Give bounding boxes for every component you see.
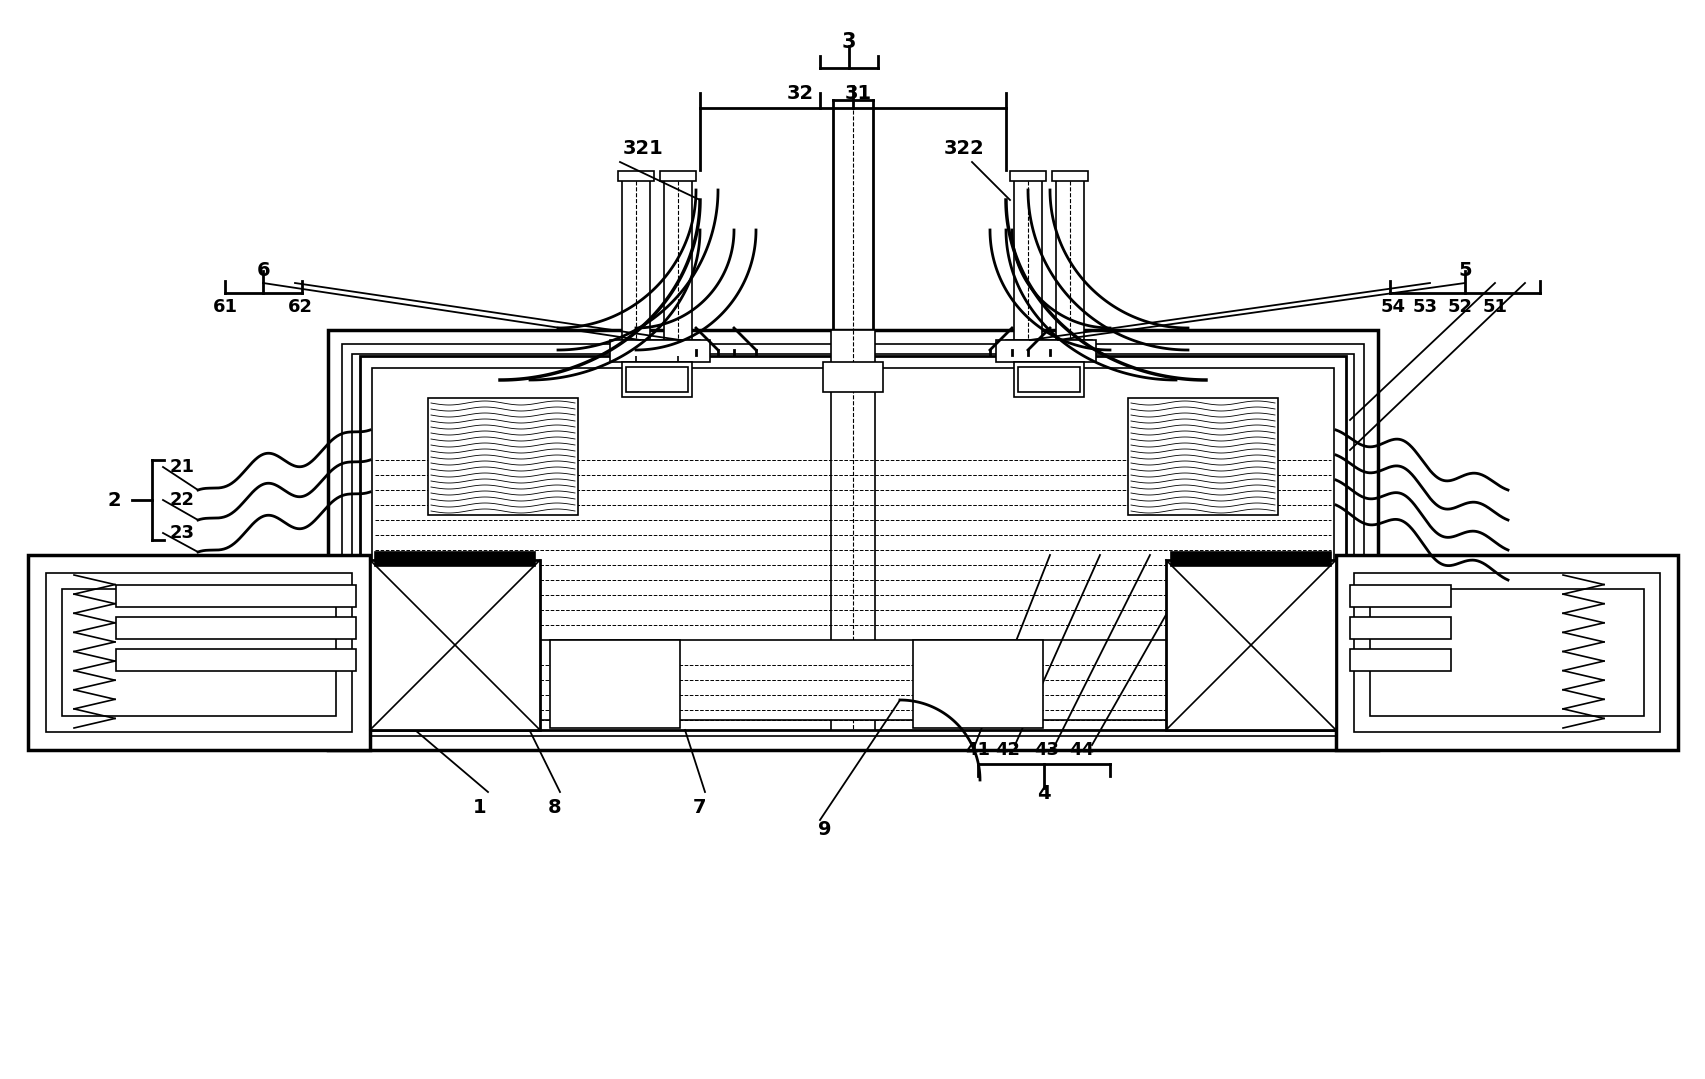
Bar [1013, 361, 1083, 397]
Text: 8: 8 [547, 798, 561, 818]
Text: 42: 42 [996, 741, 1020, 759]
Text: 4: 4 [1037, 784, 1050, 804]
Bar [116, 585, 356, 607]
Bar [116, 617, 356, 639]
Bar [1335, 555, 1678, 750]
Text: 62: 62 [288, 298, 312, 316]
Text: 22: 22 [170, 491, 194, 509]
Text: 41: 41 [965, 741, 991, 759]
Bar [370, 640, 1335, 720]
Bar [1369, 589, 1644, 716]
Text: 61: 61 [213, 298, 237, 316]
Text: 321: 321 [622, 138, 663, 158]
Bar [1006, 340, 1091, 358]
Bar [1013, 175, 1042, 356]
Text: 5: 5 [1458, 260, 1471, 279]
Bar [1018, 367, 1079, 392]
Bar [1052, 170, 1088, 181]
Bar [822, 361, 883, 392]
Bar [1349, 648, 1451, 671]
Bar [912, 640, 1042, 728]
Bar [46, 573, 351, 732]
Text: 1: 1 [472, 798, 486, 818]
Text: 44: 44 [1069, 741, 1095, 759]
Bar [830, 330, 875, 730]
Bar [1349, 617, 1451, 639]
Text: 32: 32 [786, 83, 813, 103]
Text: 53: 53 [1412, 298, 1437, 316]
Text: 3: 3 [841, 32, 856, 52]
Bar [1127, 398, 1277, 515]
Text: 31: 31 [844, 83, 871, 103]
Bar [1055, 175, 1083, 356]
Bar [996, 340, 1095, 361]
Bar [626, 367, 687, 392]
Bar [375, 552, 535, 566]
Bar [614, 340, 699, 358]
Bar [370, 560, 540, 730]
Bar [1170, 552, 1330, 566]
Bar [663, 175, 692, 356]
Text: 322: 322 [943, 138, 984, 158]
Bar [660, 170, 696, 181]
Bar [360, 356, 1345, 730]
Bar [351, 354, 1354, 726]
Bar [622, 175, 650, 356]
Bar [116, 648, 356, 671]
Bar [1349, 585, 1451, 607]
Bar [1009, 170, 1045, 181]
Text: 2: 2 [107, 491, 121, 509]
Bar [61, 589, 336, 716]
Bar [1165, 560, 1335, 730]
Bar [372, 368, 1333, 718]
Bar [622, 361, 692, 397]
Bar [341, 344, 1364, 736]
Bar [549, 640, 680, 728]
Text: 23: 23 [170, 524, 194, 542]
Bar [327, 330, 1378, 750]
Text: 21: 21 [170, 457, 194, 476]
Text: 52: 52 [1446, 298, 1471, 316]
Bar [428, 398, 578, 515]
Text: 7: 7 [692, 798, 706, 818]
Text: 54: 54 [1379, 298, 1405, 316]
Text: 43: 43 [1033, 741, 1059, 759]
Bar [617, 170, 653, 181]
Text: 6: 6 [256, 260, 269, 279]
Text: 9: 9 [818, 820, 832, 839]
Bar [1354, 573, 1659, 732]
Bar [27, 555, 370, 750]
Text: 51: 51 [1482, 298, 1507, 316]
Bar [610, 340, 709, 361]
